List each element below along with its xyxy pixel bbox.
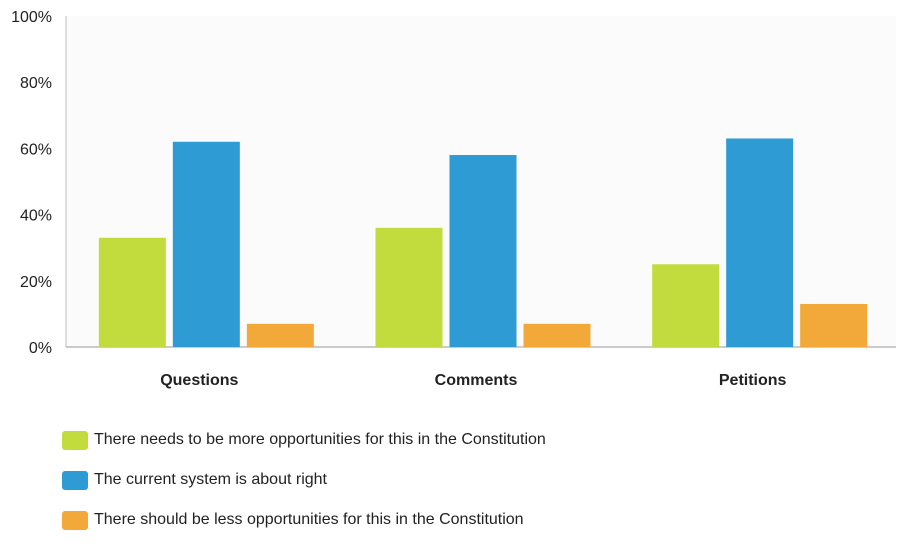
bar-questions-series-1 [98,237,166,347]
legend-label-less: There should be less opportunities for t… [94,511,524,528]
bar-petitions-series-2 [726,138,794,347]
y-tick-label: 80% [20,75,52,92]
bar-petitions-series-1 [652,264,720,347]
bar-questions-series-2 [172,141,240,347]
legend-item-less: There should be less opportunities for t… [62,510,546,530]
legend-label-about-right: The current system is about right [94,471,327,488]
y-tick-label: 40% [20,208,52,225]
y-tick-label: 100% [11,9,52,26]
legend-label-more: There needs to be more opportunities for… [94,431,546,448]
x-category-label: Comments [435,372,518,389]
bar-comments-series-1 [375,227,443,347]
x-category-label: Petitions [719,372,787,389]
bar-comments-series-2 [449,155,517,347]
y-tick-label: 20% [20,274,52,291]
y-tick-label: 60% [20,141,52,158]
legend-item-about-right: The current system is about right [62,470,546,490]
legend-swatch-about-right [62,470,88,490]
bar-comments-series-3 [523,323,591,347]
bar-chart: 0% 20% 40% 60% 80% 100% Questions Comments Peti… [11,9,896,389]
legend-swatch-more [62,430,88,450]
bar-questions-series-3 [246,323,314,347]
y-tick-label: 0% [29,340,52,357]
legend-swatch-less [62,510,88,530]
x-category-label: Questions [160,372,238,389]
legend: There needs to be more opportunities for… [62,430,546,550]
bar-petitions-series-3 [800,303,868,347]
legend-item-more: There needs to be more opportunities for… [62,430,546,450]
